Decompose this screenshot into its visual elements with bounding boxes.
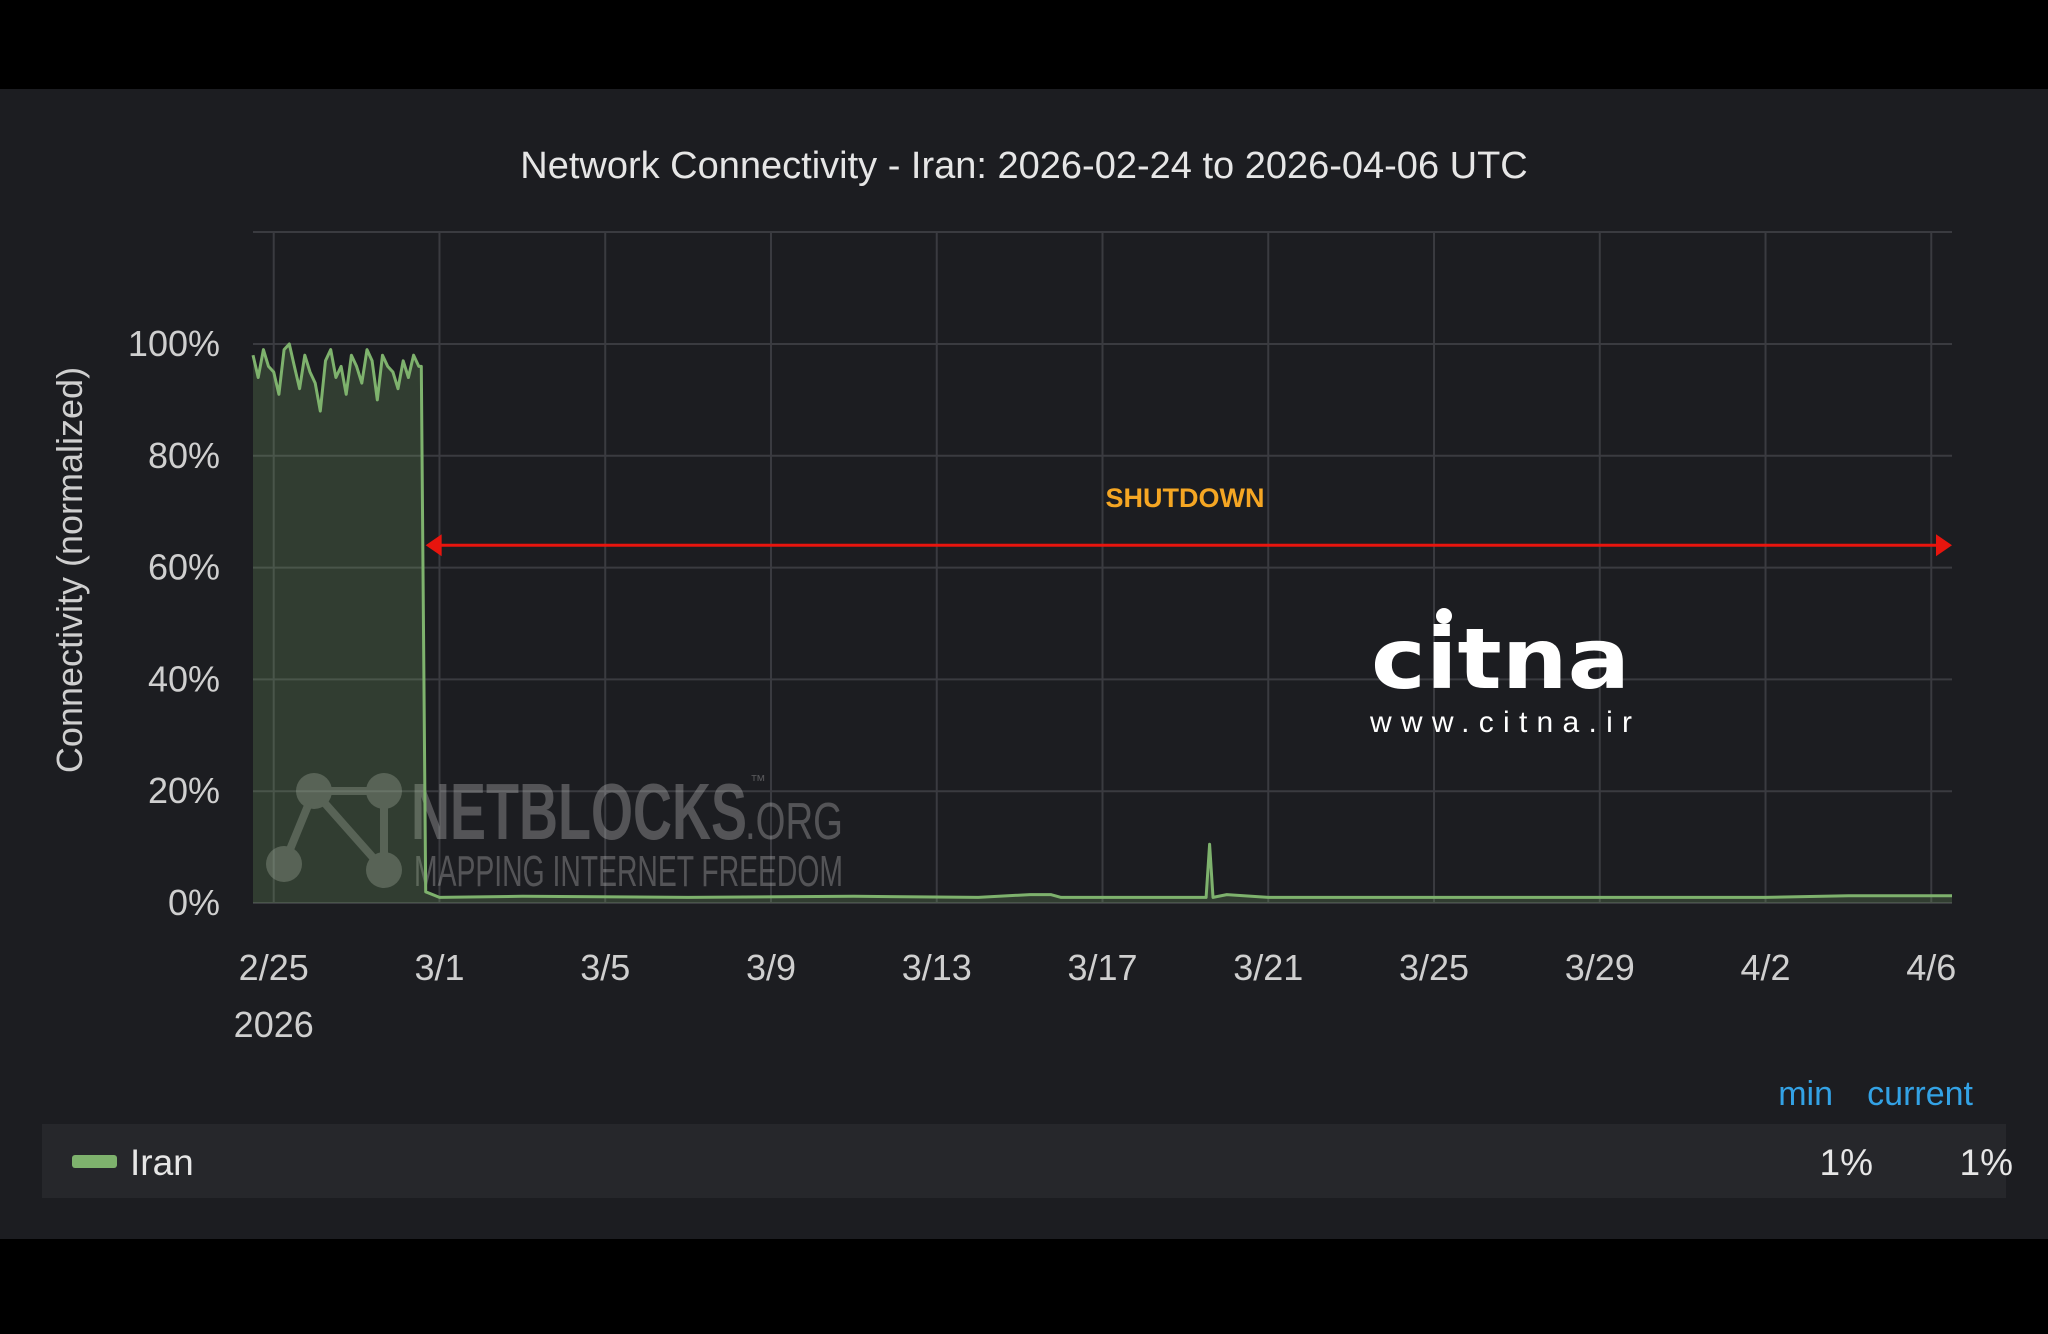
- y-tick-label: 60%: [148, 547, 220, 588]
- x-tick-label: 3/25: [1399, 947, 1469, 988]
- citna-logo-dot: [1436, 608, 1452, 624]
- y-tick-label: 40%: [148, 658, 220, 699]
- x-tick-label: 2/25: [239, 947, 309, 988]
- series-line[interactable]: [251, 342, 1952, 899]
- x-tick-label: 4/2: [1741, 947, 1791, 988]
- netblocks-tld: .ORG: [745, 793, 843, 851]
- citna-url: www.citna.ir: [1369, 706, 1632, 739]
- legend-current-value: 1%: [1959, 1142, 2013, 1183]
- x-tick-label: 3/9: [746, 947, 796, 988]
- x-tick-label: 3/13: [902, 947, 972, 988]
- y-tick-label: 100%: [128, 323, 220, 364]
- x-tick-label: 4/6: [1906, 947, 1956, 988]
- chart-panel: [0, 89, 2048, 1239]
- x-axis: 2/25 2026 3/1 3/5 3/9 3/13 3/17 3/21 3/25 3/29 4/2…: [234, 947, 1957, 1045]
- arrow-right-icon: [1936, 534, 1952, 557]
- legend-series-name: Iran: [130, 1142, 194, 1183]
- series-layer: [251, 342, 1952, 903]
- netblocks-watermark: NETBLOCKS .ORG ™ MAPPING INTERNET FREEDO…: [266, 767, 843, 896]
- y-tick-label: 80%: [148, 435, 220, 476]
- legend-col-current[interactable]: current: [1867, 1075, 1973, 1113]
- y-tick-label: 20%: [148, 770, 220, 811]
- netblocks-name: NETBLOCKS: [411, 767, 747, 856]
- legend-swatch: [72, 1155, 117, 1168]
- legend-row-iran[interactable]: Iran 1% 1%: [42, 1124, 2013, 1198]
- x-tick-label: 3/29: [1565, 947, 1635, 988]
- x-tick-label: 3/5: [580, 947, 630, 988]
- shutdown-annotation: SHUTDOWN: [425, 483, 1952, 557]
- y-tick-label: 0%: [168, 882, 220, 923]
- x-tick-label: 3/1: [414, 947, 464, 988]
- x-tick-label: 3/17: [1067, 947, 1137, 988]
- arrow-left-icon: [425, 534, 442, 557]
- netblocks-tagline: MAPPING INTERNET FREEDOM: [414, 847, 843, 896]
- series-area: [253, 344, 1952, 903]
- netblocks-logo-icon: [266, 773, 402, 888]
- legend-min-value: 1%: [1819, 1142, 1873, 1183]
- citna-watermark: citna www.citna.ir: [1369, 608, 1632, 739]
- chart-title: Network Connectivity - Iran: 2026-02-24 …: [520, 145, 1528, 187]
- citna-logo: citna: [1371, 610, 1630, 708]
- y-axis-label: Connectivity (normalized): [49, 367, 90, 773]
- x-tick-year: 2026: [234, 1004, 314, 1045]
- legend-col-min[interactable]: min: [1778, 1075, 1833, 1113]
- shutdown-label: SHUTDOWN: [1106, 483, 1265, 513]
- grid: [253, 231, 1952, 904]
- y-axis: 0% 20% 40% 60% 80% 100%: [128, 323, 220, 923]
- x-tick-label: 3/21: [1233, 947, 1303, 988]
- netblocks-trademark: ™: [750, 773, 766, 790]
